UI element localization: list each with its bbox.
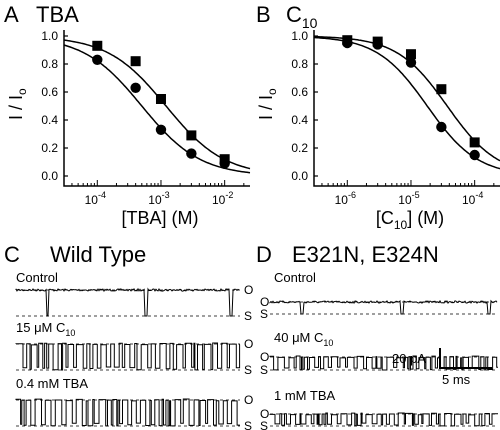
panel-a-title: TBA <box>36 2 79 27</box>
scale-bar: 20 pA 5 ms <box>392 348 492 387</box>
wild-shut-label-2: S <box>244 363 252 377</box>
x-tick-label: 10-4 <box>462 190 483 207</box>
mutant-open-label-1: O <box>260 295 269 309</box>
wild-trace-c10 <box>15 342 241 371</box>
chart-a-xlabel: [TBA] (M) <box>122 208 199 228</box>
x-tick-label: 10-6 <box>335 190 356 207</box>
mutant-trace-label-control: Control <box>274 270 316 285</box>
chart-b-xlabel: [C10] (M) <box>376 208 444 232</box>
y-tick-label: 0.6 <box>291 85 308 99</box>
mutant-shut-label-3: S <box>260 419 268 430</box>
fit-curve-square <box>63 39 251 170</box>
data-point-circle <box>155 124 167 135</box>
data-point-circle <box>219 158 230 169</box>
y-tick-label: 0.0 <box>291 169 308 183</box>
wild-shut-label-1: S <box>244 309 252 323</box>
y-tick-label: 1.0 <box>291 29 308 43</box>
data-point-circle <box>342 37 353 49</box>
wild-trace-label-tba: 0.4 mM TBA <box>16 376 88 391</box>
data-point-circle <box>130 82 141 94</box>
x-tick-label: 10-5 <box>398 190 419 207</box>
mutant-open-label-2: O <box>260 350 269 364</box>
data-point-square <box>436 84 447 95</box>
mutant-trace-tba <box>269 412 498 427</box>
data-point-circle <box>372 39 383 50</box>
wild-trace-control <box>15 287 240 317</box>
mutant-open-label-3: O <box>260 407 269 421</box>
wild-open-label-2: O <box>244 337 253 351</box>
wild-shut-label-3: S <box>244 419 252 430</box>
panel-label-b: B <box>256 2 271 27</box>
y-tick-label: 0.6 <box>41 85 58 99</box>
panel-c-title: Wild Type <box>50 242 146 267</box>
y-tick-label: 0.2 <box>41 141 58 155</box>
mutant-trace-c10 <box>269 355 498 371</box>
chart-a-ylabel: I / Io <box>6 88 29 120</box>
mutant-trace-label-tba: 1 mM TBA <box>274 388 335 403</box>
data-point-circle <box>186 148 197 159</box>
y-tick-label: 1.0 <box>41 29 58 43</box>
data-point-square <box>186 130 197 141</box>
y-tick-label: 0.8 <box>41 57 58 71</box>
y-tick-label: 0.4 <box>41 113 58 127</box>
x-tick-label: 10-3 <box>148 190 169 207</box>
data-point-circle <box>92 54 103 65</box>
fit-curve-circle <box>63 44 251 174</box>
data-point-circle <box>436 121 447 133</box>
y-tick-label: 0.2 <box>291 141 308 155</box>
wild-open-label-3: O <box>244 393 253 407</box>
wild-open-label-1: O <box>244 283 253 297</box>
wild-trace-label-c10: 15 μM C10 <box>16 320 75 338</box>
chart-b-ylabel: I / Io <box>256 88 279 120</box>
data-point-square <box>130 56 141 67</box>
scale-time-label: 5 ms <box>442 372 471 387</box>
panel-label-c: C <box>4 242 20 267</box>
data-point-square <box>92 40 103 51</box>
data-point-square <box>469 137 480 148</box>
chart-b: 0.0 0.2 0.4 0.6 0.8 1.0 10-6 10-5 10-4 I / Io [… <box>256 29 500 232</box>
panel-d-title: E321N, E324N <box>292 242 439 267</box>
panel-label-d: D <box>256 242 272 267</box>
data-point-circle <box>405 57 417 68</box>
chart-a: 0.0 0.2 0.4 0.6 0.8 1.0 10-4 10-3 10-2 I / Io [… <box>6 29 251 228</box>
x-tick-label: 10-4 <box>85 190 106 207</box>
data-point-square <box>405 49 416 60</box>
mutant-shut-label-2: S <box>260 363 268 377</box>
mutant-trace-control <box>269 299 498 315</box>
panel-b-title: C10 <box>286 2 318 31</box>
panel-label-a: A <box>4 2 19 27</box>
wild-trace-label-control: Control <box>16 270 58 285</box>
wild-trace-tba <box>15 398 240 427</box>
data-point-square <box>155 94 166 104</box>
data-point-circle <box>469 149 480 161</box>
y-tick-label: 0.8 <box>291 57 308 71</box>
mutant-shut-label-1: S <box>260 307 268 321</box>
x-tick-label: 10-2 <box>212 190 233 207</box>
scale-current-label: 20 pA <box>392 351 426 366</box>
y-tick-label: 0.4 <box>291 113 308 127</box>
y-tick-label: 0.0 <box>41 169 58 183</box>
mutant-trace-label-c10: 40 μM C10 <box>274 330 333 348</box>
